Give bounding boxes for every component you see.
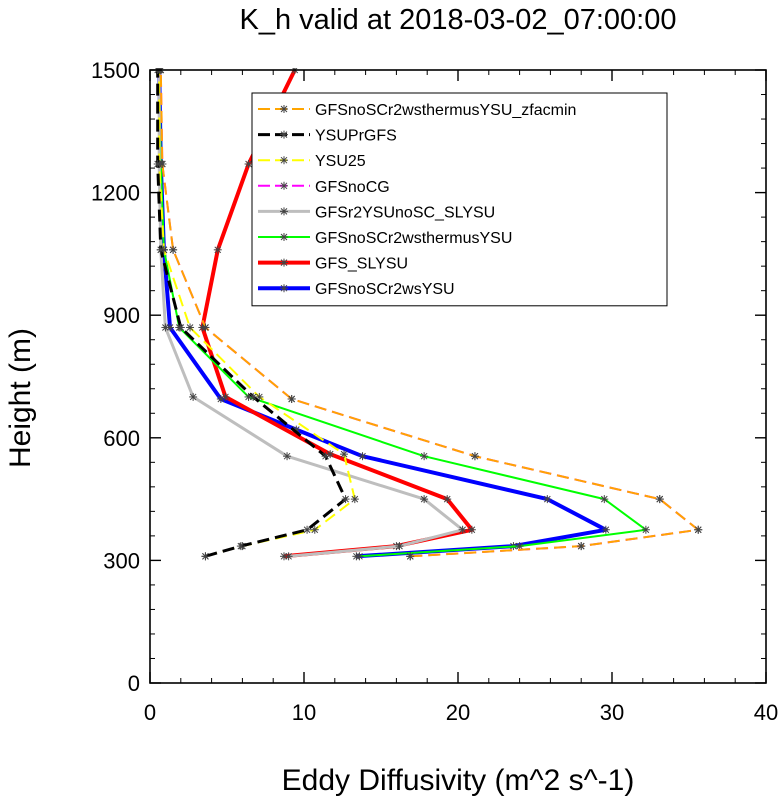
data-point-gfsr2ysunosc-slysu (284, 552, 293, 561)
axes-group: 0 10 20 30 40 0 300 600 900 1200 1500 (91, 58, 778, 725)
data-point-ysuprgfs (303, 525, 312, 534)
x-tick-label: 0 (144, 700, 156, 725)
legend-marker (280, 105, 288, 113)
data-point-ysu25 (186, 323, 195, 332)
data-point-gfsnoscr2wsthermusysu-zfacmin (470, 452, 479, 461)
legend-label: YSU25 (315, 153, 366, 170)
legend-box (251, 92, 668, 307)
y-tick-label: 1500 (91, 58, 140, 83)
data-point-gfsnoscr2wsysu (601, 525, 610, 534)
legend-marker (280, 258, 288, 267)
x-tick-label: 30 (600, 700, 624, 725)
x-tick-label: 40 (754, 700, 778, 725)
data-point-gfsnoscr2wsthermusysu-zfacmin (406, 552, 415, 561)
legend-label: GFSr2YSUnoSC_SLYSU (315, 204, 495, 221)
series-gfsr2ysunosc-slysu (155, 68, 467, 561)
data-point-gfsnoscr2wsysu (358, 452, 367, 461)
data-point-gfsnoscr2wsysu (543, 495, 552, 504)
data-point-gfs-slysu (213, 245, 222, 254)
data-point-ysu25 (340, 450, 349, 459)
data-point-gfsnoscr2wsthermusysu (515, 542, 524, 551)
legend-label: GFS_SLYSU (315, 256, 408, 273)
data-point-ysuprgfs (156, 245, 165, 254)
data-point-ysu25 (350, 495, 359, 504)
data-point-gfs-slysu (467, 525, 476, 534)
data-point-gfsnoscr2wsthermusysu (420, 452, 429, 461)
data-point-ysuprgfs (176, 323, 185, 332)
data-point-ysuprgfs (249, 392, 258, 401)
data-point-gfsnoscr2wsthermusysu-zfacmin (694, 525, 703, 534)
y-tick-label: 900 (103, 303, 140, 328)
legend-label: GFSnoSCr2wsYSU (315, 281, 455, 298)
x-tick-label: 10 (292, 700, 316, 725)
data-point-gfs-slysu (221, 392, 230, 401)
legend-label: YSUPrGFS (315, 128, 397, 145)
chart-title: K_h valid at 2018-03-02_07:00:00 (240, 4, 677, 36)
data-point-gfsnoscr2wsthermusysu-zfacmin (169, 245, 178, 254)
data-point-gfsnoscr2wsthermusysu-zfacmin (287, 394, 296, 403)
y-tick-label: 300 (103, 548, 140, 573)
legend-item-gfsnoscr2wsthermusysu-zfacmin: GFSnoSCr2wsthermusYSU_zfacmin (258, 102, 576, 119)
legend-item-ysuprgfs: YSUPrGFS (258, 128, 397, 145)
data-point-gfsnoscr2wsthermusysu-zfacmin (577, 542, 586, 551)
data-point-gfsnoscr2wsthermusysu-zfacmin (655, 495, 664, 504)
legend-item-gfsnocg: GFSnoCG (258, 179, 390, 196)
data-point-ysuprgfs (236, 542, 245, 551)
legend-label: GFSnoSCr2wsthermusYSU (315, 230, 512, 247)
data-point-ysuprgfs (201, 552, 210, 561)
data-point-gfsr2ysunosc-slysu (458, 525, 467, 534)
x-tick-label: 20 (446, 700, 470, 725)
legend-label: GFSnoSCr2wsthermusYSU_zfacmin (315, 102, 576, 119)
series-gfsnoscr2wsthermusysu-zfacmin (156, 68, 703, 561)
data-point-gfsnoscr2wsthermusysu (355, 552, 364, 561)
data-point-gfsr2ysunosc-slysu (283, 452, 292, 461)
series-line-gfsnoscr2wsthermusysu-zfacmin (159, 69, 700, 558)
legend: GFSnoSCr2wsthermusYSU_zfacmin YSUPrGFS YSU… (251, 92, 668, 307)
legend-marker (280, 181, 288, 190)
y-tick-label: 600 (103, 426, 140, 451)
legend-marker (280, 233, 288, 241)
data-point-gfs-slysu (244, 159, 253, 168)
legend-item-gfsnoscr2wsysu: GFSnoSCr2wsYSU (258, 281, 455, 298)
data-point-gfsr2ysunosc-slysu (189, 392, 198, 401)
data-point-gfsnoscr2wsthermusysu (641, 525, 650, 534)
data-point-ysuprgfs (321, 452, 330, 461)
x-axis-label: Eddy Diffusivity (m^2 s^-1) (282, 764, 635, 796)
y-tick-label: 0 (128, 671, 140, 696)
series-line-gfsr2ysunosc-slysu (157, 70, 465, 558)
legend-item-ysu25: YSU25 (258, 153, 366, 170)
data-point-gfs-slysu (443, 495, 452, 504)
legend-item-gfs-slysu: GFS_SLYSU (258, 256, 408, 273)
data-point-gfsnoscr2wsthermusysu-zfacmin (201, 323, 210, 332)
legend-marker (280, 207, 288, 216)
legend-marker (280, 130, 288, 139)
data-point-gfsnoscr2wsthermusysu-zfacmin (158, 159, 167, 168)
legend-marker (280, 156, 288, 165)
data-point-gfsr2ysunosc-slysu (161, 323, 170, 332)
data-point-gfsr2ysunosc-slysu (420, 495, 429, 504)
y-axis-label: Height (m) (4, 328, 37, 468)
legend-item-gfsr2ysunosc-slysu: GFSr2YSUnoSC_SLYSU (258, 204, 495, 221)
legend-label: GFSnoCG (315, 179, 390, 196)
legend-item-gfsnoscr2wsthermusysu: GFSnoSCr2wsthermusYSU (258, 230, 512, 247)
legend-marker (280, 284, 288, 293)
data-point-ysu25 (310, 525, 319, 534)
y-tick-label: 1200 (91, 181, 140, 206)
series-line-gfsnoscr2wsthermusysu (158, 69, 647, 558)
data-point-ysuprgfs (341, 495, 350, 504)
data-point-gfsr2ysunosc-slysu (395, 542, 404, 551)
data-point-gfsnoscr2wsthermusysu (600, 495, 609, 504)
